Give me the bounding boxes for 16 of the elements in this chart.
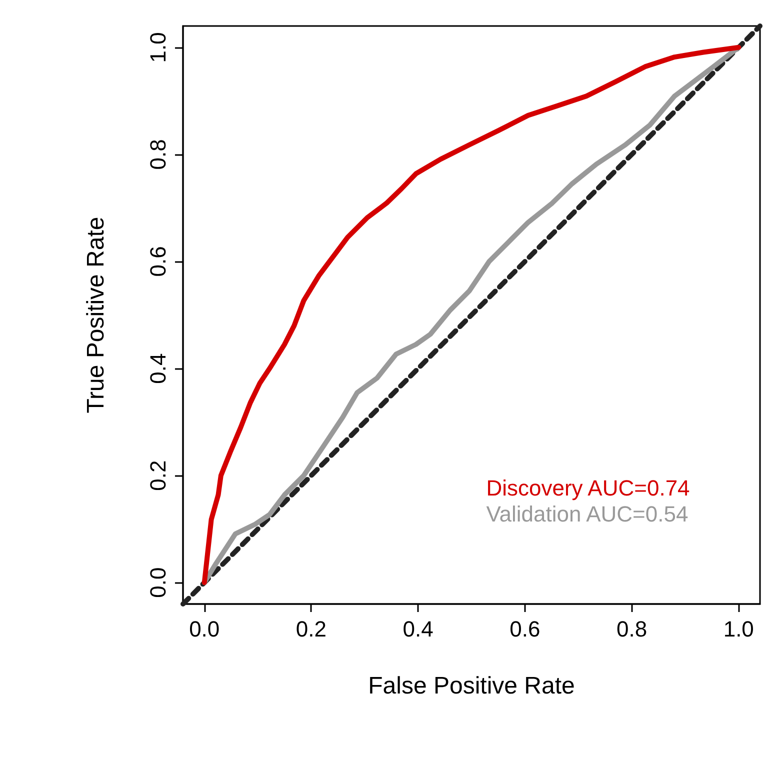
y-tick-label: 1.0 <box>146 32 170 63</box>
text: Discovery AUC=0.74 <box>486 476 690 500</box>
y-tick-label: 0.2 <box>146 460 170 491</box>
x-tick-label: 0.4 <box>402 616 434 642</box>
x-tick-label: 0.6 <box>510 616 540 642</box>
x-tick-label: 0.8 <box>616 616 648 642</box>
x-tick-label: 0.0 <box>189 616 220 642</box>
text: Validation AUC=0.54 <box>486 502 688 526</box>
x-axis-title: False Positive Rate <box>368 672 575 700</box>
y-axis-title: True Positive Rate <box>82 216 110 414</box>
y-tick-label: 0.8 <box>146 139 170 170</box>
x-tick-label: 1.0 <box>723 616 754 642</box>
y-tick-label: 0.6 <box>146 246 170 277</box>
y-tick-label: 0.4 <box>146 353 170 384</box>
y-tick-label: 0.0 <box>146 567 170 598</box>
x-tick-label: 0.2 <box>296 616 327 642</box>
